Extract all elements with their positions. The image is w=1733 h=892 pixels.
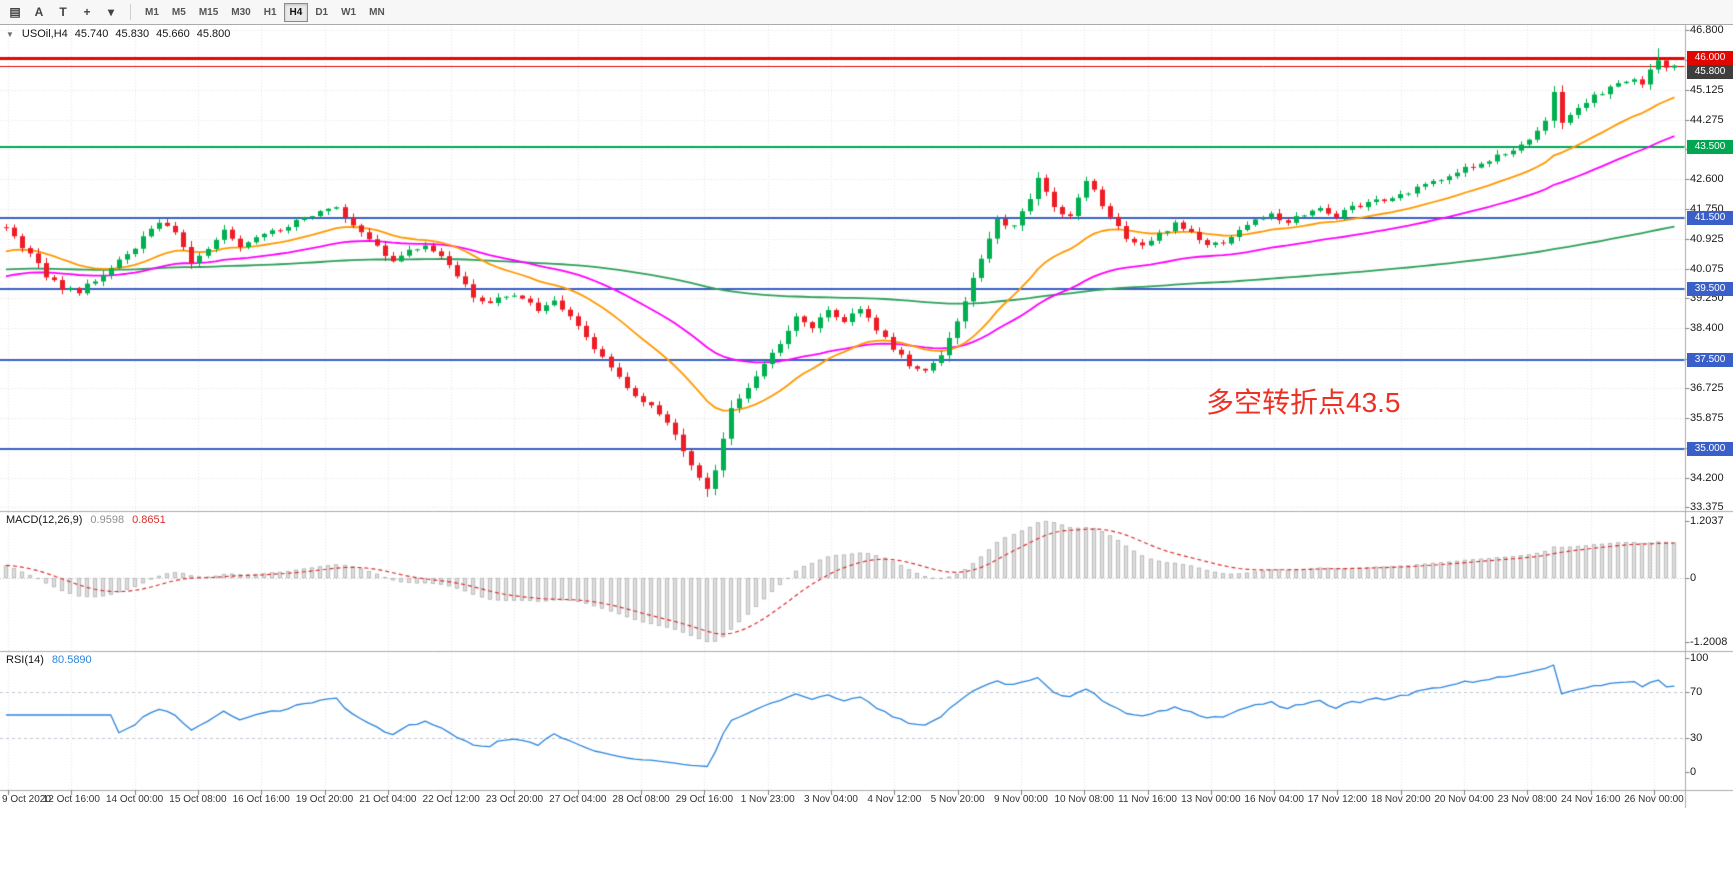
ohlc-header: ▼ USOil,H4 45.740 45.830 45.660 45.800 bbox=[6, 28, 230, 40]
macd-signal-value: 0.8651 bbox=[132, 514, 166, 526]
ohlc-open: 45.740 bbox=[74, 28, 109, 40]
insert-text-icon[interactable]: A bbox=[28, 2, 50, 22]
timeframe-button-m15[interactable]: M15 bbox=[193, 3, 224, 22]
timeframe-toolbar: M1 M5 M15 M30 H1 H4 D1 W1 MN bbox=[139, 2, 391, 22]
macd-main-value: 0.9598 bbox=[90, 514, 125, 526]
chart-grid-icon[interactable]: ▤ bbox=[4, 2, 26, 22]
rsi-header: RSI(14) 80.5890 bbox=[6, 654, 92, 666]
rsi-value: 80.5890 bbox=[51, 654, 92, 666]
rsi-title: RSI(14) bbox=[6, 654, 44, 666]
timeframe-button-d1[interactable]: D1 bbox=[309, 3, 334, 22]
top-toolbar: ▤ A T + ▾ M1 M5 M15 M30 H1 H4 D1 W1 MN bbox=[0, 0, 1733, 25]
timeframe-button-h4[interactable]: H4 bbox=[283, 2, 309, 22]
symbol-period-label: USOil,H4 bbox=[21, 28, 68, 40]
ohlc-low: 45.660 bbox=[156, 28, 190, 40]
timeframe-button-m30[interactable]: M30 bbox=[225, 3, 256, 22]
toolbar-separator bbox=[130, 4, 131, 20]
toolbar-icon-group: ▤ A T + ▾ bbox=[4, 2, 122, 22]
timeframe-button-m5[interactable]: M5 bbox=[166, 3, 192, 22]
macd-header: MACD(12,26,9) 0.9598 0.8651 bbox=[6, 514, 166, 526]
ohlc-high: 45.830 bbox=[115, 28, 150, 40]
macd-title: MACD(12,26,9) bbox=[6, 514, 83, 526]
timeframe-button-m1[interactable]: M1 bbox=[139, 3, 165, 22]
timeframe-button-h1[interactable]: H1 bbox=[258, 3, 283, 22]
timeframe-button-mn[interactable]: MN bbox=[363, 3, 391, 22]
timeframe-button-w1[interactable]: W1 bbox=[335, 3, 362, 22]
tools-dropdown-caret-icon[interactable]: ▾ bbox=[100, 2, 122, 22]
ohlc-close: 45.800 bbox=[196, 28, 231, 40]
crosshair-tool-icon[interactable]: + bbox=[76, 2, 98, 22]
text-tool-icon[interactable]: T bbox=[52, 2, 74, 22]
chart-annotation-text: 多空转折点43.5 bbox=[1206, 387, 1401, 418]
collapse-arrow-icon[interactable]: ▼ bbox=[6, 29, 14, 39]
